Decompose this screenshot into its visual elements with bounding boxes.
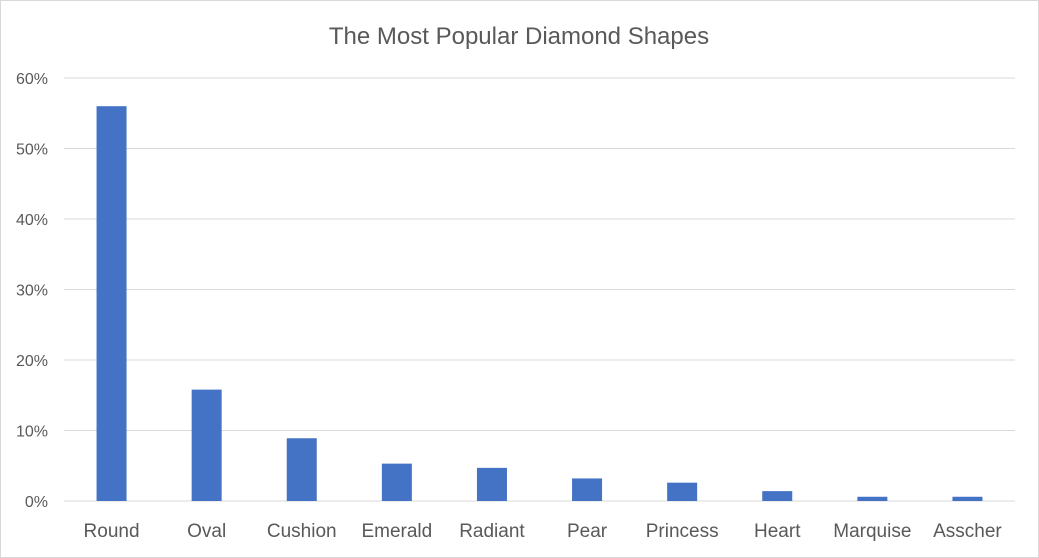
x-tick-label: Princess (646, 521, 719, 542)
x-tick-label: Asscher (933, 521, 1002, 542)
bar-marquise (857, 496, 888, 501)
bar-asscher (952, 496, 983, 501)
x-tick-label: Heart (754, 521, 801, 542)
gridlines (64, 77, 1015, 502)
bar-cushion (286, 438, 317, 501)
y-axis-ticks: 0% 10% 20% 30% 40% 50% 60% (16, 71, 48, 511)
bar-princess (667, 482, 698, 501)
y-tick-label: 20% (16, 353, 48, 370)
x-tick-label: Pear (567, 521, 608, 542)
y-tick-label: 0% (25, 494, 48, 511)
x-tick-label: Round (84, 521, 140, 542)
y-tick-label: 50% (16, 142, 48, 159)
bar-radiant (476, 467, 507, 501)
bar-pear (572, 478, 603, 501)
chart-title: The Most Popular Diamond Shapes (329, 23, 709, 50)
bar-round (96, 106, 127, 501)
bar-heart (762, 491, 793, 501)
x-tick-label: Radiant (459, 521, 525, 542)
x-tick-label: Marquise (833, 521, 911, 542)
y-tick-label: 10% (16, 424, 48, 441)
bar-oval (191, 389, 222, 501)
x-tick-label: Emerald (361, 521, 432, 542)
x-tick-label: Oval (187, 521, 226, 542)
bar-emerald (381, 463, 412, 501)
x-axis-labels: Round Oval Cushion Emerald Radiant Pear Prince… (84, 521, 1003, 542)
y-tick-label: 30% (16, 283, 48, 300)
x-tick-label: Cushion (267, 521, 337, 542)
y-tick-label: 60% (16, 71, 48, 88)
bars (96, 106, 983, 501)
y-tick-label: 40% (16, 212, 48, 229)
